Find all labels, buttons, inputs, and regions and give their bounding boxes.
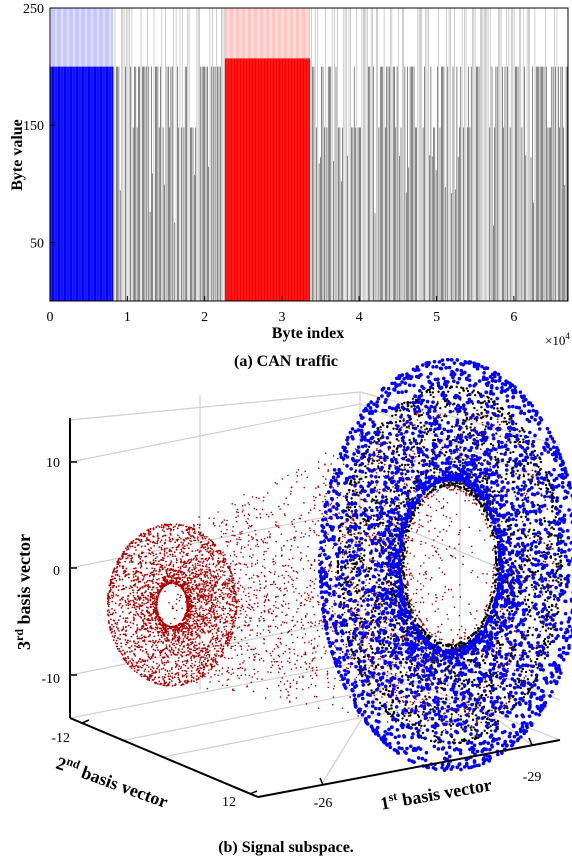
x-multiplier-base: ×10	[545, 333, 565, 348]
y-tick-label-50: 50	[30, 236, 44, 251]
x-tick-label-0: 0	[47, 310, 54, 325]
x-multiplier-label: ×104	[545, 331, 570, 348]
y-tick-mark-3d	[249, 790, 258, 795]
3d-grid	[69, 391, 561, 783]
3d-axes	[69, 418, 561, 798]
y-axis-label: Byte value	[9, 119, 26, 191]
x-tick-mark-3d	[528, 737, 533, 746]
z-label-number: 3	[14, 641, 34, 650]
y-tick-minus12: -12	[51, 731, 70, 746]
series-blue-points	[317, 357, 572, 772]
x-label-number: 1	[379, 792, 391, 813]
x-tick-label-1: 1	[124, 310, 131, 325]
x-tick-minus29: -29	[523, 770, 542, 785]
plot-frame	[49, 7, 569, 302]
z-label-tail: basis vector	[14, 534, 34, 629]
y-tick-12: 12	[222, 795, 236, 810]
highlight-region-2	[224, 8, 311, 301]
x-tick-label-6: 6	[510, 310, 517, 325]
z-tick-0: 0	[53, 564, 60, 579]
x-tick-label-4: 4	[356, 310, 363, 325]
y-axis-ticks: 50 150 250	[23, 2, 55, 251]
x-axis-label-3d: 1st basis vector	[378, 772, 493, 813]
y-label-tail: basis vector	[75, 761, 171, 812]
x-axis-line	[257, 739, 561, 798]
x-tick-minus26: -26	[314, 796, 333, 811]
x-multiplier-exponent: 4	[565, 331, 570, 341]
can-traffic-chart: 50 150 250 0 1 2 3 4 5 6 Byte value Byte index ×…	[9, 2, 570, 370]
y-axis-line	[69, 717, 259, 798]
y-tick-label-150: 150	[23, 119, 44, 134]
grid-line	[69, 403, 361, 463]
caption-a: (a) CAN traffic	[234, 353, 338, 370]
x-label-tail: basis vector	[396, 774, 493, 810]
x-tick-label-3: 3	[278, 310, 285, 325]
y-axis-label-3d: 2nd basis vector	[53, 751, 171, 812]
byte-bars	[49, 8, 568, 301]
grid-line	[69, 509, 361, 569]
scatter-points	[106, 357, 572, 772]
grid-line	[69, 617, 361, 676]
y-tick-label-250: 250	[23, 2, 44, 17]
z-tick-minus10: -10	[41, 672, 60, 687]
grid-line	[162, 699, 451, 758]
z-axis-label: 3rd basis vector	[12, 534, 34, 650]
caption-b: (b) Signal subspace.	[218, 839, 354, 856]
y-label-sup: nd	[65, 754, 83, 772]
x-tick-label-2: 2	[201, 310, 208, 325]
x-label-sup: st	[387, 789, 398, 804]
x-axis-label: Byte index	[272, 325, 344, 342]
y-tick-mark-3d	[81, 719, 90, 724]
grid-line	[69, 661, 361, 719]
z-label-sup: rd	[12, 629, 26, 641]
x-tick-mark-3d	[319, 777, 324, 786]
z-tick-10: 10	[46, 456, 60, 471]
highlight-region-1	[49, 8, 114, 301]
x-tick-label-5: 5	[433, 310, 440, 325]
signal-subspace-chart: 10 0 -10 -12 12 -26 -29 3rd basis vector…	[12, 357, 572, 856]
x-axis-ticks: 0 1 2 3 4 5 6	[47, 296, 517, 325]
grid-line	[69, 391, 361, 421]
